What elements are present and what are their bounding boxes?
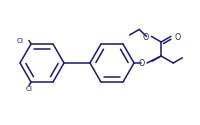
Text: Cl: Cl <box>17 38 24 44</box>
Text: O: O <box>175 33 181 42</box>
Text: O: O <box>139 60 145 68</box>
Text: O: O <box>142 33 148 42</box>
Text: Cl: Cl <box>25 86 32 92</box>
